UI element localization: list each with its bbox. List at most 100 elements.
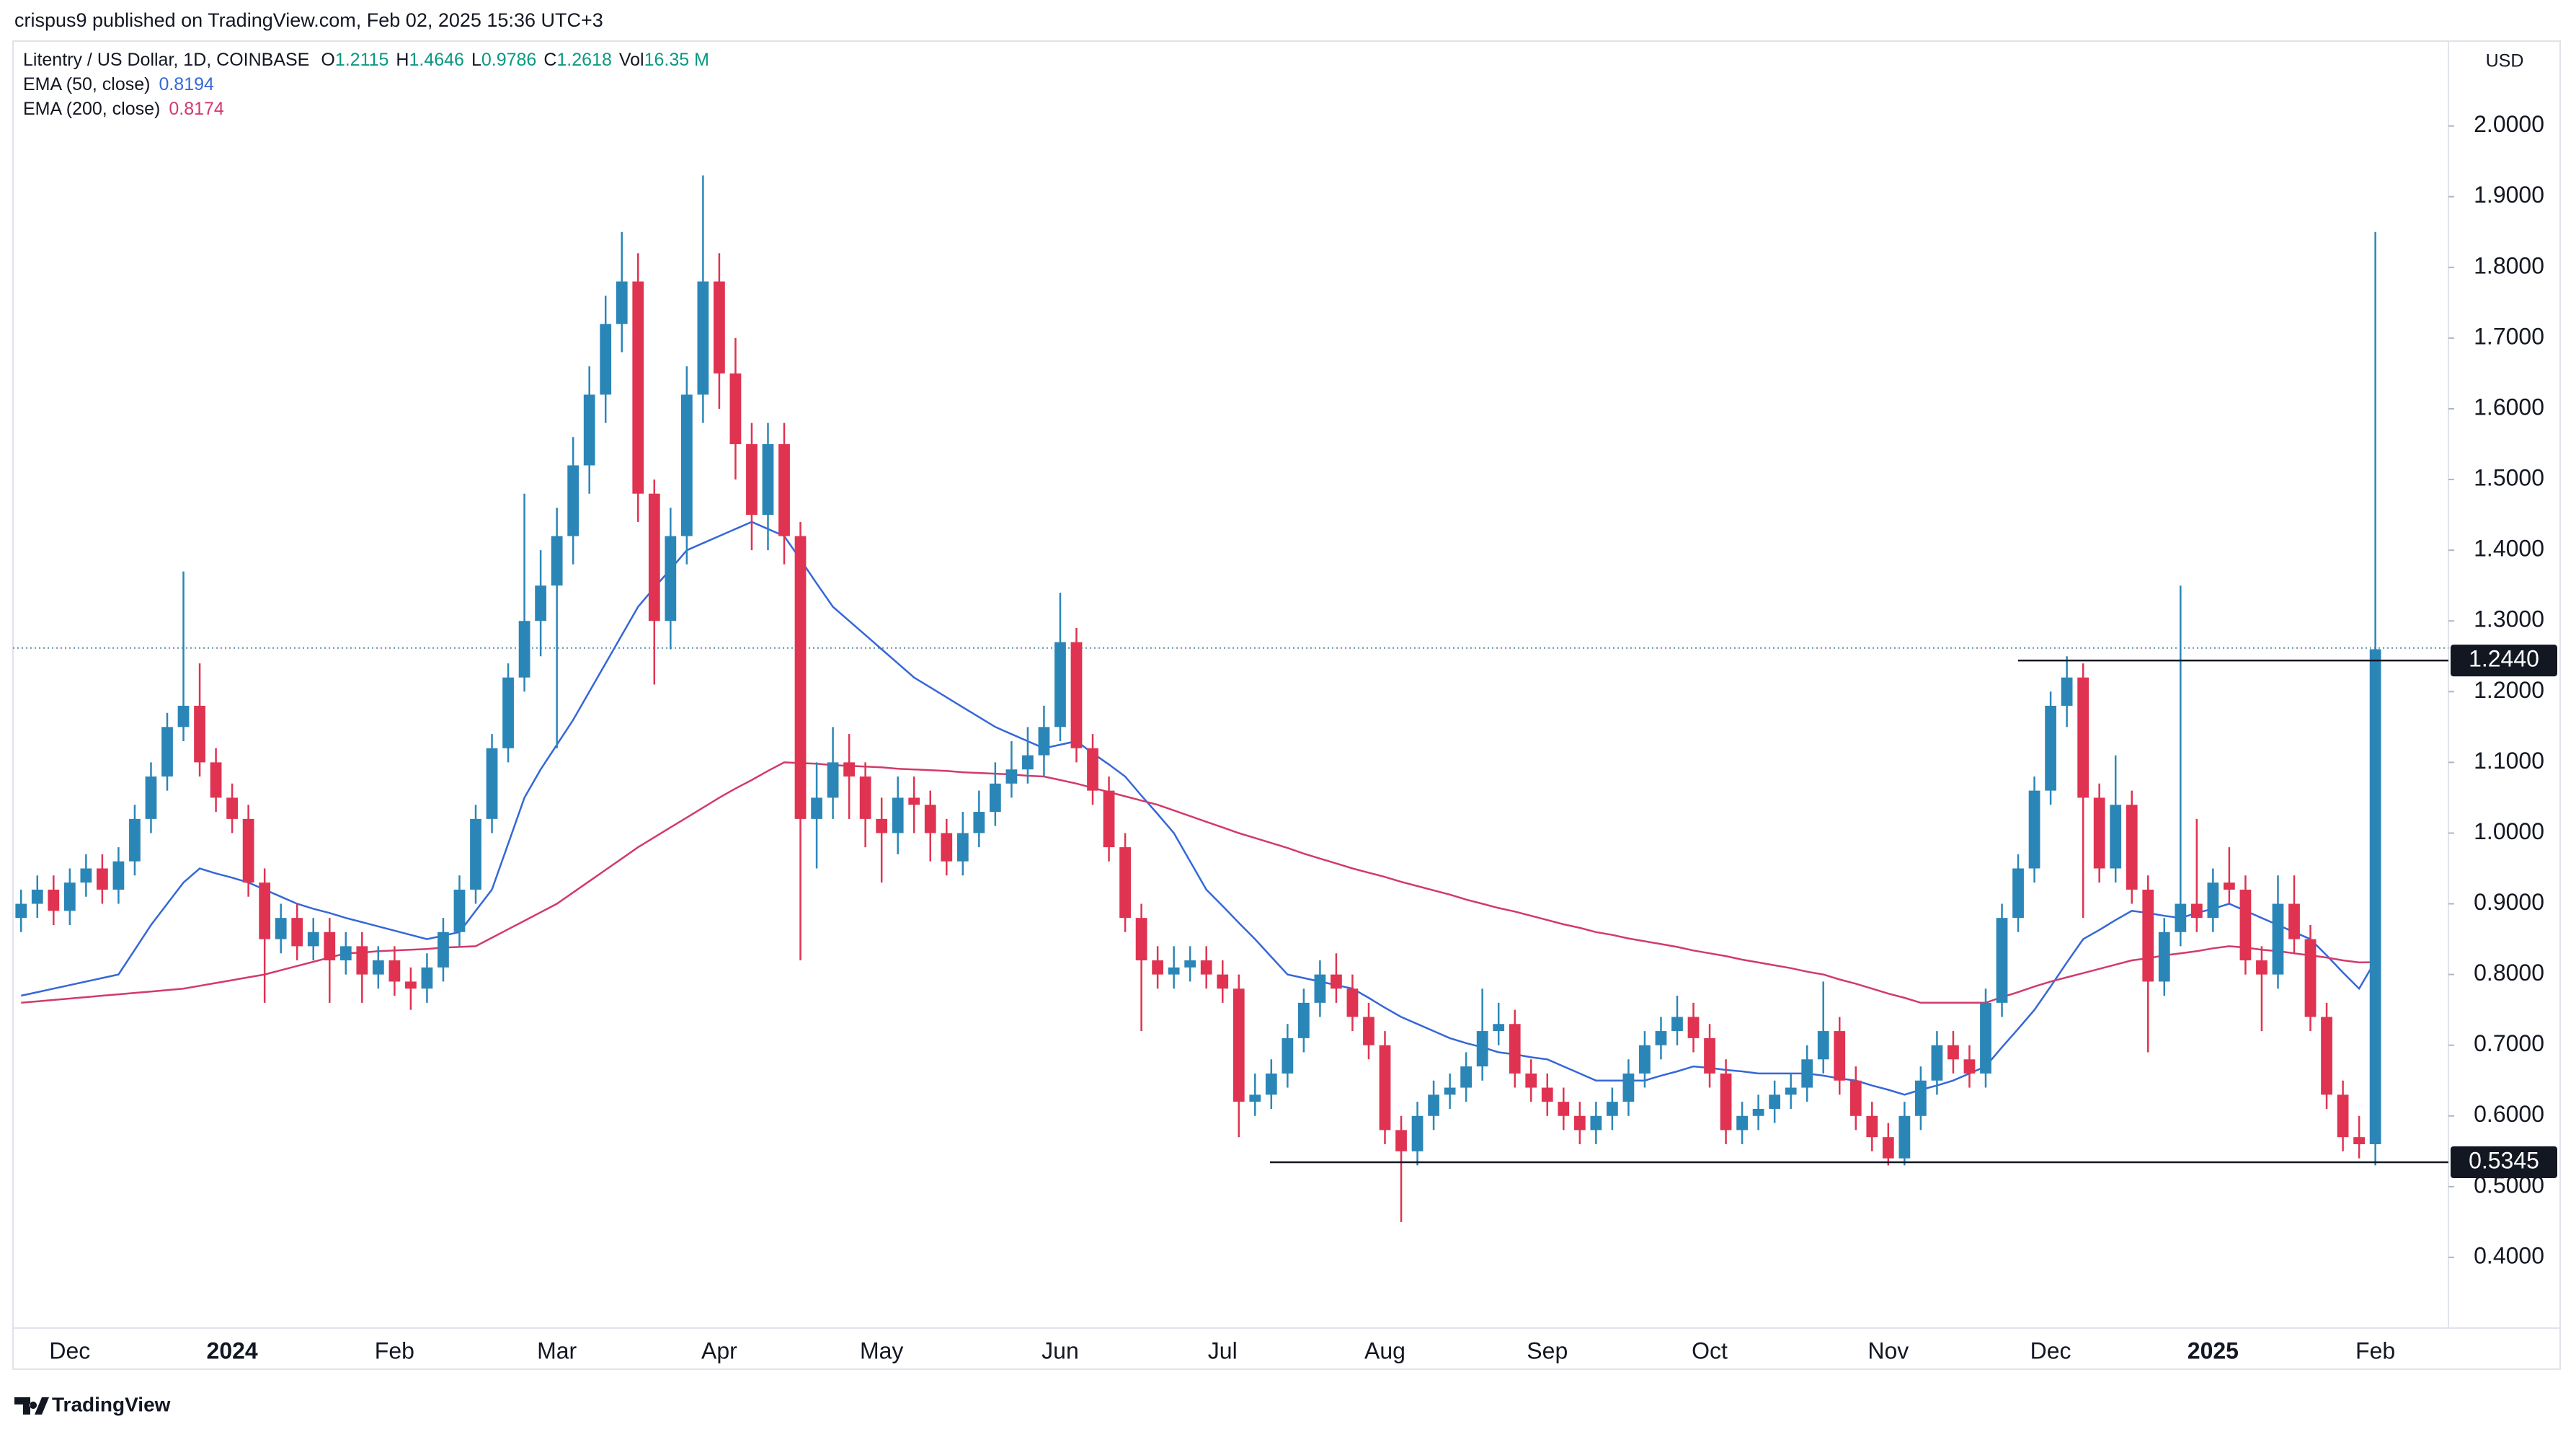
candle-body [1509,1024,1521,1074]
candle-body [1882,1137,1894,1159]
x-tick-label: Aug [1364,1337,1405,1363]
candle-body [1493,1024,1505,1032]
candle-body [989,783,1001,813]
candle-body [80,868,92,883]
candle-body [405,981,417,989]
y-tick-label: 0.8000 [2474,960,2544,986]
candle-body [31,889,43,904]
y-tick-label: 1.3000 [2474,606,2544,632]
x-tick-label: Mar [537,1337,577,1363]
candle-body [1769,1094,1781,1109]
candle-body [1411,1115,1424,1151]
y-tick-label: 1.9000 [2474,182,2544,208]
candle-body [1346,988,1359,1017]
x-tick-label: 2024 [207,1337,258,1363]
legend-value: 0.8174 [169,99,224,119]
candle-body [2239,889,2252,960]
brand: TradingView [52,1393,171,1415]
candle-body [2337,1094,2349,1138]
candle-body [1655,1031,1667,1045]
candle-body [2369,649,2381,1144]
candle-body [697,281,709,395]
y-tick-label: 1.0000 [2474,818,2544,844]
candle-body [632,281,644,494]
candle-body [2288,903,2300,939]
legend-ema: EMA (50, close) 0.8194 [23,74,214,94]
candle-body [827,762,839,798]
candle-body [1363,1017,1374,1045]
candle-body [177,705,190,727]
chart-frame [12,40,2561,1370]
candle-body [876,818,888,833]
candle-body [616,281,628,324]
candle-body [2353,1137,2365,1144]
candle-body [63,882,76,911]
candle-body [973,812,985,833]
ohlc-label: C [543,50,556,70]
candle-body [1168,967,1180,975]
candle-body [1849,1080,1862,1116]
x-tick-label: Feb [375,1337,414,1363]
candle-body [1606,1102,1618,1116]
candle-body [259,882,271,939]
candle-body [956,833,969,862]
candle-body [372,960,384,975]
candle-body [339,946,352,960]
ema-line [21,761,2376,1004]
candle-body [1249,1094,1261,1102]
y-tick-label: 1.7000 [2474,323,2544,349]
candle-body [1297,1002,1310,1038]
candle-body [648,493,660,621]
candle-body [112,861,125,890]
candle-body [1558,1102,1570,1116]
candle-body [714,281,725,373]
candle-body [388,960,401,982]
candle-body [356,946,368,975]
candle-body [2093,797,2105,869]
ohlc-value: 1.2115 [335,50,389,70]
candle-body [567,465,579,536]
candle-body [1525,1073,1537,1088]
legend-ema: EMA (200, close) 0.8174 [23,99,224,119]
candle-body [1541,1087,1553,1102]
candle-body [161,727,173,777]
candle-body [1704,1038,1715,1074]
candle-body [941,833,953,862]
x-tick-label: 2025 [2188,1337,2239,1363]
candle-body [1395,1130,1407,1151]
y-tick-label: 0.9000 [2474,889,2544,915]
candle-body [778,444,790,536]
candle-body [2142,889,2154,982]
currency: USD [2486,51,2524,71]
volume-label: Vol [619,50,644,70]
x-tick-label: Nov [1867,1337,1909,1363]
candle-body [1152,960,1164,975]
candle-body [600,324,612,395]
candle-body [242,818,254,883]
candle-body [1996,918,2008,1003]
candle-body [1038,727,1050,756]
candle-body [1590,1115,1602,1131]
publisher: crispus9 published on TradingView.com, F… [14,9,603,31]
candle-body [1379,1045,1391,1131]
candle-body [1022,755,1034,770]
candle-body [502,677,514,748]
candle-body [2077,677,2089,798]
candle-body [275,918,287,939]
y-tick-label: 1.8000 [2474,252,2544,278]
ohlc-value: 0.9786 [481,50,536,70]
candle-body [1801,1059,1813,1088]
candle-body [1671,1017,1683,1032]
candle-body [2272,903,2284,975]
candle-body [1314,974,1326,1003]
candle-body [729,373,742,445]
candle-body [1687,1017,1700,1038]
candle-body [1834,1031,1846,1081]
candle-body [2175,903,2187,932]
ohlc-label: L [471,50,481,70]
candle-body [746,444,758,516]
candle-body [97,868,108,890]
ohlc-value: 1.4646 [409,50,463,70]
candle-body [1980,1002,1991,1074]
